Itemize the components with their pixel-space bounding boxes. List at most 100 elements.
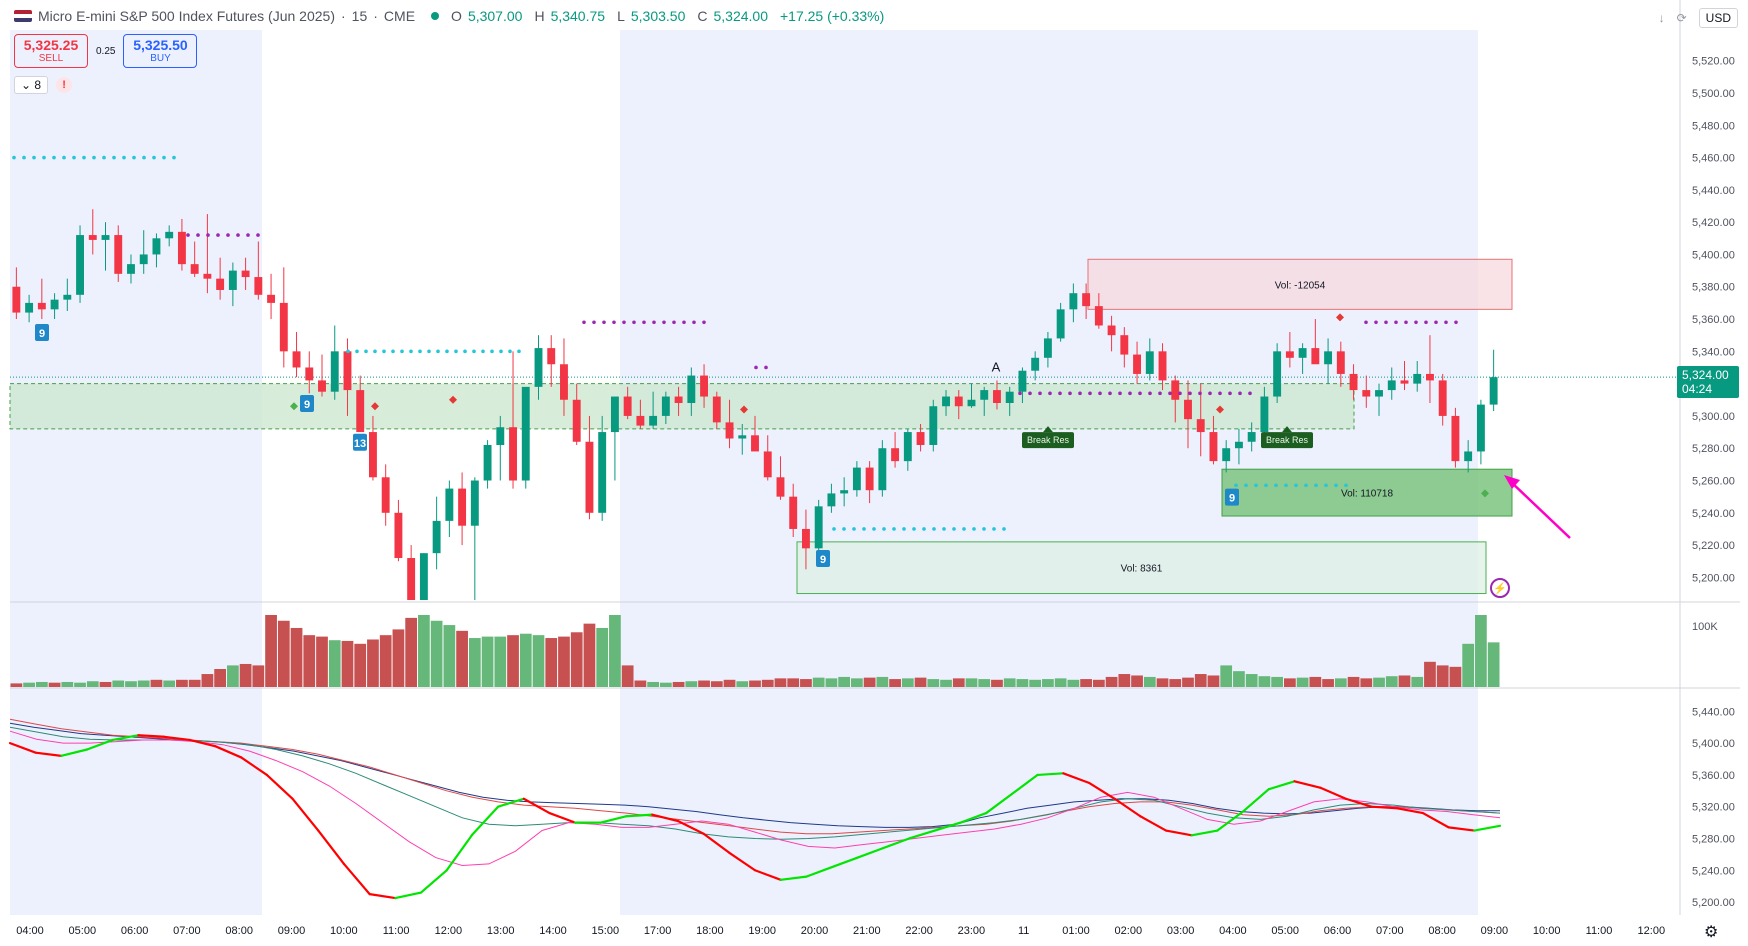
candle [1400,361,1409,391]
volume-bar [519,633,532,687]
time-tick: 22:00 [905,925,933,937]
time-tick: 10:00 [330,925,358,937]
lightning-icon[interactable]: ⚡ [1490,578,1510,598]
fast-line-segment [1062,772,1091,784]
candle [369,415,377,481]
candle [1247,422,1256,452]
candle [1311,319,1320,365]
dot-marker [1384,320,1388,325]
volume-bar [1296,677,1309,687]
volume-bar [596,627,609,687]
candle [88,209,97,255]
volume-bar [710,681,723,687]
candle [776,456,785,500]
dot-marker [12,155,16,160]
fast-line-segment [8,742,37,754]
candle-body [725,422,734,439]
price-tick: 5,460.00 [1692,153,1735,165]
volume-bar [609,615,621,687]
interval[interactable]: 15 [351,8,368,24]
candle-body [801,528,810,549]
dot-marker [1314,483,1318,488]
candle [432,496,441,570]
candle [827,483,836,513]
candle [916,423,925,452]
fast-line-segment [1164,829,1193,837]
time-tick: 06:00 [121,925,149,937]
fast-line-segment [1267,780,1296,791]
time-tick: 23:00 [958,925,986,937]
candle-body [356,390,365,433]
osc-tick: 5,440.00 [1692,706,1735,718]
dot-marker [52,155,56,160]
dot-marker [622,320,626,325]
osc-tick: 5,240.00 [1692,865,1735,877]
candle [840,477,849,507]
time-tick: 08:00 [225,925,253,937]
candle-body [700,375,709,397]
warning-icon[interactable]: ! [56,77,73,93]
fast-line-segment [497,797,525,808]
change-value: +17.25 (+0.33%) [779,8,885,24]
price-tick: 5,300.00 [1692,411,1735,423]
fast-line-segment [856,846,885,859]
candle-body [1324,351,1333,365]
candle [216,257,225,300]
candle [458,472,467,546]
candle-body [1120,335,1129,355]
fast-line-segment [265,773,294,800]
candle [1222,440,1231,473]
break-text: Break Res [1027,435,1070,445]
volume-bar [634,680,647,687]
candle-body [891,448,900,462]
candle [1387,367,1396,400]
dot-marker [1454,320,1458,325]
volume-bar [1220,665,1233,687]
candle-body [827,493,836,507]
dot-marker [454,349,458,354]
candle [1056,302,1065,342]
candle [305,351,314,394]
volume-bar [1360,678,1373,687]
time-tick: 11 [1018,925,1029,937]
candle-body [547,348,556,365]
candle [1005,386,1014,416]
candle [623,386,632,420]
time-tick: 06:00 [1324,925,1352,937]
candle [1107,315,1116,352]
candle [852,461,861,497]
arrow-down-icon[interactable]: ↓ [1658,11,1665,25]
zone-box [1221,468,1513,517]
candle-body [177,231,186,265]
candle [1349,364,1358,400]
gear-icon[interactable]: ⚙ [1704,924,1719,941]
currency-select[interactable]: USD [1698,8,1738,28]
count-tag-bg [1225,488,1239,506]
diamond-marker [290,402,298,411]
dot-marker [602,320,606,325]
volume-bar [838,676,851,687]
candle [63,278,72,311]
refresh-icon[interactable]: ⟳ [1676,11,1687,25]
indicators-toggle[interactable]: ⌄ 8 [14,76,49,94]
candle-body [343,351,352,391]
sell-button[interactable]: 5,325.25 SELL [14,34,88,68]
markers: 9 9 13 9 9 Break Res Break Res A [12,155,1571,568]
candle-body [114,235,123,274]
dot-marker [582,320,586,325]
dot-marker [972,527,976,531]
candle-body [203,273,212,279]
candle [381,464,390,526]
count-tag: 9 [300,395,314,413]
candle-body [585,441,594,513]
candle-body [1375,390,1383,397]
candle [967,383,976,408]
candle-body [649,415,658,426]
dot-marker [632,320,636,325]
symbol-title[interactable]: Micro E-mini S&P 500 Index Futures (Jun … [38,8,335,24]
spread: 0.25 [96,45,116,57]
dot-marker [1078,391,1082,396]
dot-marker [1238,391,1242,396]
candle-body [623,396,632,416]
buy-button[interactable]: 5,325.50 BUY [123,34,198,68]
